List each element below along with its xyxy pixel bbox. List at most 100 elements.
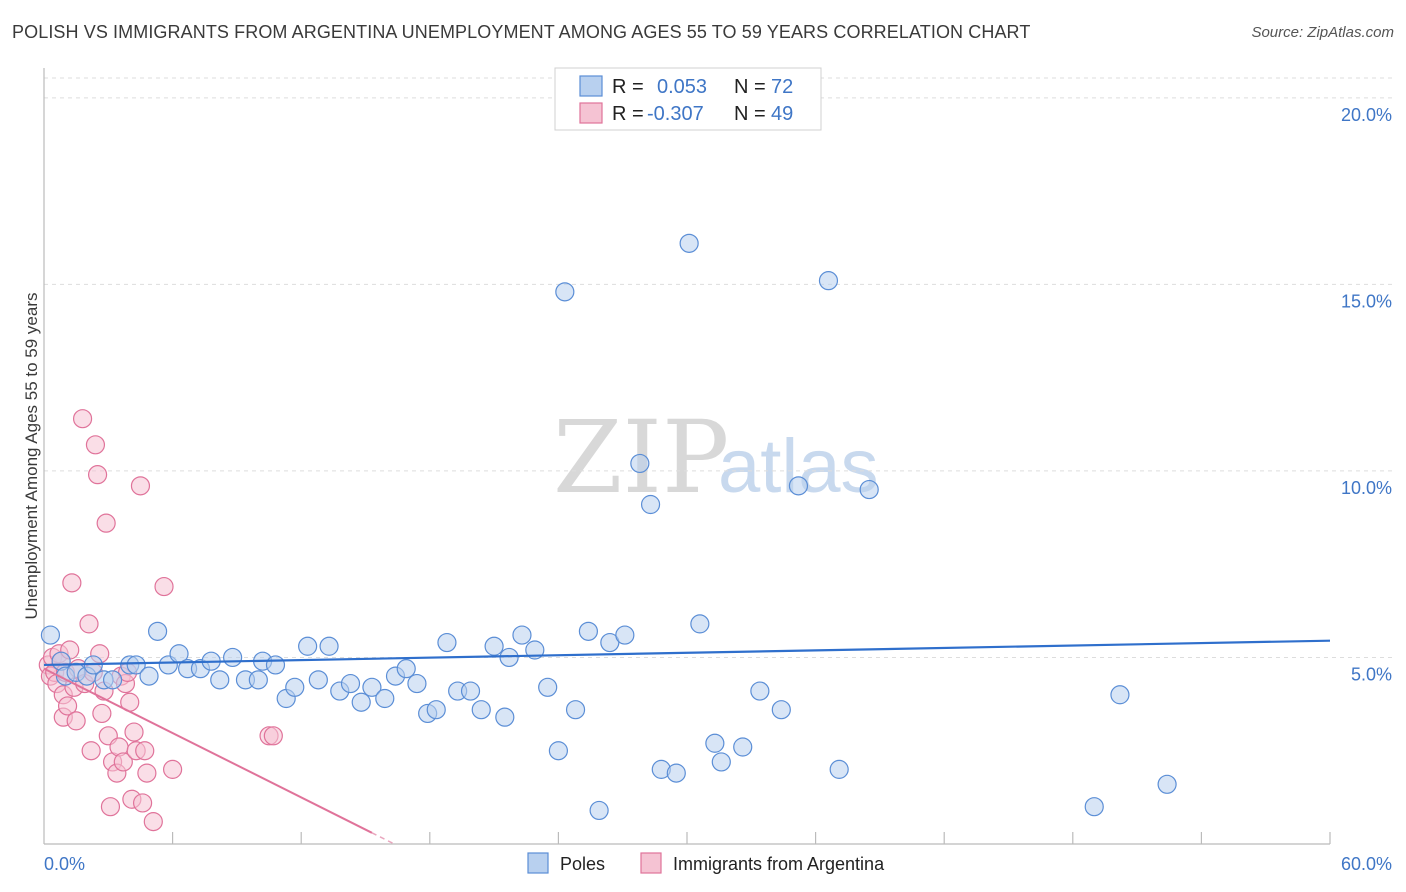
poles-point-42	[484, 636, 504, 656]
y-tick-label-2: 15.0%	[1341, 291, 1392, 311]
argentina-point-44	[143, 812, 163, 832]
poles-point-66	[788, 476, 809, 496]
legend-argentina-n-label: N =	[734, 103, 766, 125]
poles-point-65	[771, 700, 791, 720]
argentina-point-33	[113, 752, 133, 772]
poles-point-26	[308, 670, 328, 690]
argentina-point-45	[154, 576, 174, 597]
bottom-legend-argentina-swatch	[640, 852, 662, 874]
y-axis-label: Unemployment Among Ages 55 to 59 years	[22, 293, 41, 620]
poles-point-41	[471, 700, 491, 720]
x-tick-label-min: 0.0%	[44, 854, 85, 874]
y-tick-label-0: 5.0%	[1351, 664, 1392, 684]
poles-point-22	[265, 655, 286, 675]
argentina-point-14	[66, 711, 86, 731]
poles-point-54	[615, 625, 635, 645]
poles-point-29	[340, 673, 361, 694]
poles-point-37	[426, 700, 446, 720]
bottom-legend-poles-label: Poles	[560, 854, 605, 874]
argentina-point-26	[96, 513, 116, 533]
argentina-trend-extension	[371, 832, 395, 845]
argentina-point-22	[87, 465, 108, 485]
series-poles-points	[40, 233, 1177, 821]
legend-poles-n-label: N =	[734, 76, 766, 98]
poles-point-11	[147, 621, 168, 641]
argentina-point-21	[85, 435, 106, 455]
bottom-legend: Poles Immigrants from Argentina	[527, 852, 885, 874]
chart-title: POLISH VS IMMIGRANTS FROM ARGENTINA UNEM…	[12, 22, 1031, 42]
legend-poles-r-label: R =	[612, 76, 644, 98]
poles-point-56	[640, 494, 661, 515]
argentina-point-18	[79, 614, 99, 634]
legend-argentina-r-label: R =	[612, 103, 644, 125]
argentina-point-42	[135, 741, 155, 761]
bottom-legend-poles-swatch	[527, 852, 549, 874]
argentina-trend-line	[43, 667, 373, 834]
y-tick-label-3: 20.0%	[1341, 105, 1392, 125]
argentina-point-19	[81, 741, 101, 761]
poles-point-59	[679, 233, 699, 253]
poles-point-7	[102, 670, 123, 690]
watermark-atlas: atlas	[718, 424, 879, 509]
legend-argentina-swatch	[579, 102, 603, 124]
poles-point-50	[565, 700, 586, 720]
poles-point-49	[555, 282, 575, 302]
poles-point-32	[375, 688, 395, 709]
legend: R = 0.053 N = 72 R = -0.307 N = 49	[554, 67, 822, 131]
gridlines	[44, 77, 1392, 658]
poles-point-0	[40, 625, 61, 645]
poles-point-35	[407, 673, 427, 694]
argentina-point-24	[92, 703, 112, 724]
argentina-point-41	[132, 793, 153, 813]
poles-point-68	[829, 759, 849, 779]
legend-poles-r-value: 0.053	[657, 76, 707, 98]
poles-point-69	[859, 479, 879, 500]
argentina-point-28	[100, 797, 121, 817]
poles-point-64	[750, 681, 770, 701]
legend-poles-swatch	[579, 75, 603, 97]
poles-point-67	[818, 271, 839, 291]
poles-point-70	[1084, 797, 1104, 817]
poles-point-25	[298, 636, 318, 656]
x-tick-marks	[172, 832, 1331, 844]
poles-point-71	[1110, 685, 1130, 705]
poles-point-58	[666, 763, 686, 783]
poles-point-24	[285, 677, 305, 697]
legend-argentina-r-value: -0.307	[647, 103, 704, 125]
poles-point-31	[362, 677, 382, 697]
poles-point-38	[437, 632, 457, 653]
poles-point-40	[460, 681, 481, 701]
poles-point-20	[248, 670, 268, 690]
poles-point-52	[589, 800, 609, 821]
poles-point-43	[495, 707, 515, 727]
poles-point-60	[690, 614, 710, 634]
source-label: Source: ZipAtlas.com	[1251, 24, 1394, 41]
poles-point-63	[733, 737, 753, 757]
poles-point-72	[1157, 774, 1177, 794]
series-argentina-points	[38, 409, 283, 832]
poles-point-45	[512, 625, 532, 645]
poles-point-30	[351, 692, 371, 712]
poles-point-61	[705, 733, 725, 753]
poles-point-34	[396, 659, 416, 679]
poles-point-51	[578, 621, 599, 641]
argentina-point-46	[163, 759, 183, 779]
x-tick-label-max: 60.0%	[1341, 854, 1392, 874]
poles-point-27	[319, 636, 339, 656]
legend-argentina-n-value: 49	[771, 103, 793, 125]
bottom-legend-argentina-label: Immigrants from Argentina	[673, 854, 885, 874]
argentina-point-16	[72, 409, 93, 429]
poles-point-17	[210, 670, 230, 690]
argentina-point-38	[124, 722, 144, 742]
poles-point-10	[139, 666, 159, 686]
poles-point-18	[223, 647, 243, 668]
legend-poles-n-value: 72	[771, 76, 793, 98]
argentina-point-43	[137, 763, 157, 783]
argentina-point-40	[130, 476, 151, 496]
poles-point-44	[499, 647, 519, 668]
y-tick-label-1: 10.0%	[1341, 478, 1392, 498]
poles-trend-line	[43, 639, 1331, 667]
y-tick-labels: 5.0% 10.0% 15.0% 20.0%	[1341, 105, 1392, 685]
argentina-point-12	[62, 573, 82, 593]
